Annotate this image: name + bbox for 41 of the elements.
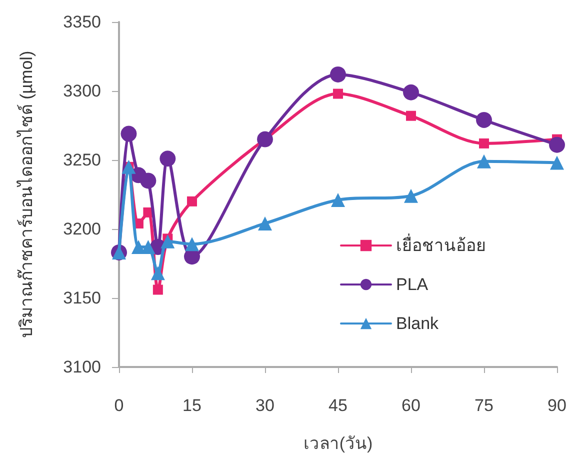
point [140,172,156,189]
point [479,138,489,148]
point [550,156,564,170]
x-tick-label: 15 [182,396,202,415]
x-tick-label: 60 [402,396,420,415]
y-axis-title: ปริมาณก๊าซคาร์บอนไดออกไซด์ (µmol) [16,50,36,338]
x-tick-label: 75 [474,396,494,415]
x-axis-title: เวลา(วัน) [303,434,373,453]
point [476,112,492,128]
legend-label: PLA [396,275,429,294]
point [187,196,197,206]
legend-label: เยื่อชานอ้อย [396,233,486,255]
point [160,150,176,167]
point [131,240,146,254]
point [152,284,163,295]
y-tick-label: 3100 [63,358,101,376]
point [331,193,345,208]
y-tick-label: 3200 [63,220,101,238]
point [185,237,199,252]
point [258,216,272,230]
y-tick-label: 3250 [63,150,101,170]
x-tick-label: 30 [256,396,274,415]
legend-label: Blank [396,314,440,333]
point [141,240,156,254]
point [120,126,137,142]
point [404,188,418,203]
point [406,110,416,121]
point [160,234,175,248]
point [150,266,165,280]
y-tick-label: 3150 [63,288,101,308]
point [477,154,491,168]
point [330,66,346,82]
x-tick-label: 45 [328,396,348,415]
x-tick-label: 90 [548,396,566,415]
point [257,131,273,148]
point [333,88,343,99]
y-tick-label: 3300 [63,82,101,100]
point [403,84,419,100]
y-tick-label: 3350 [63,12,101,32]
point [549,136,565,153]
x-tick-label: 0 [114,396,124,415]
